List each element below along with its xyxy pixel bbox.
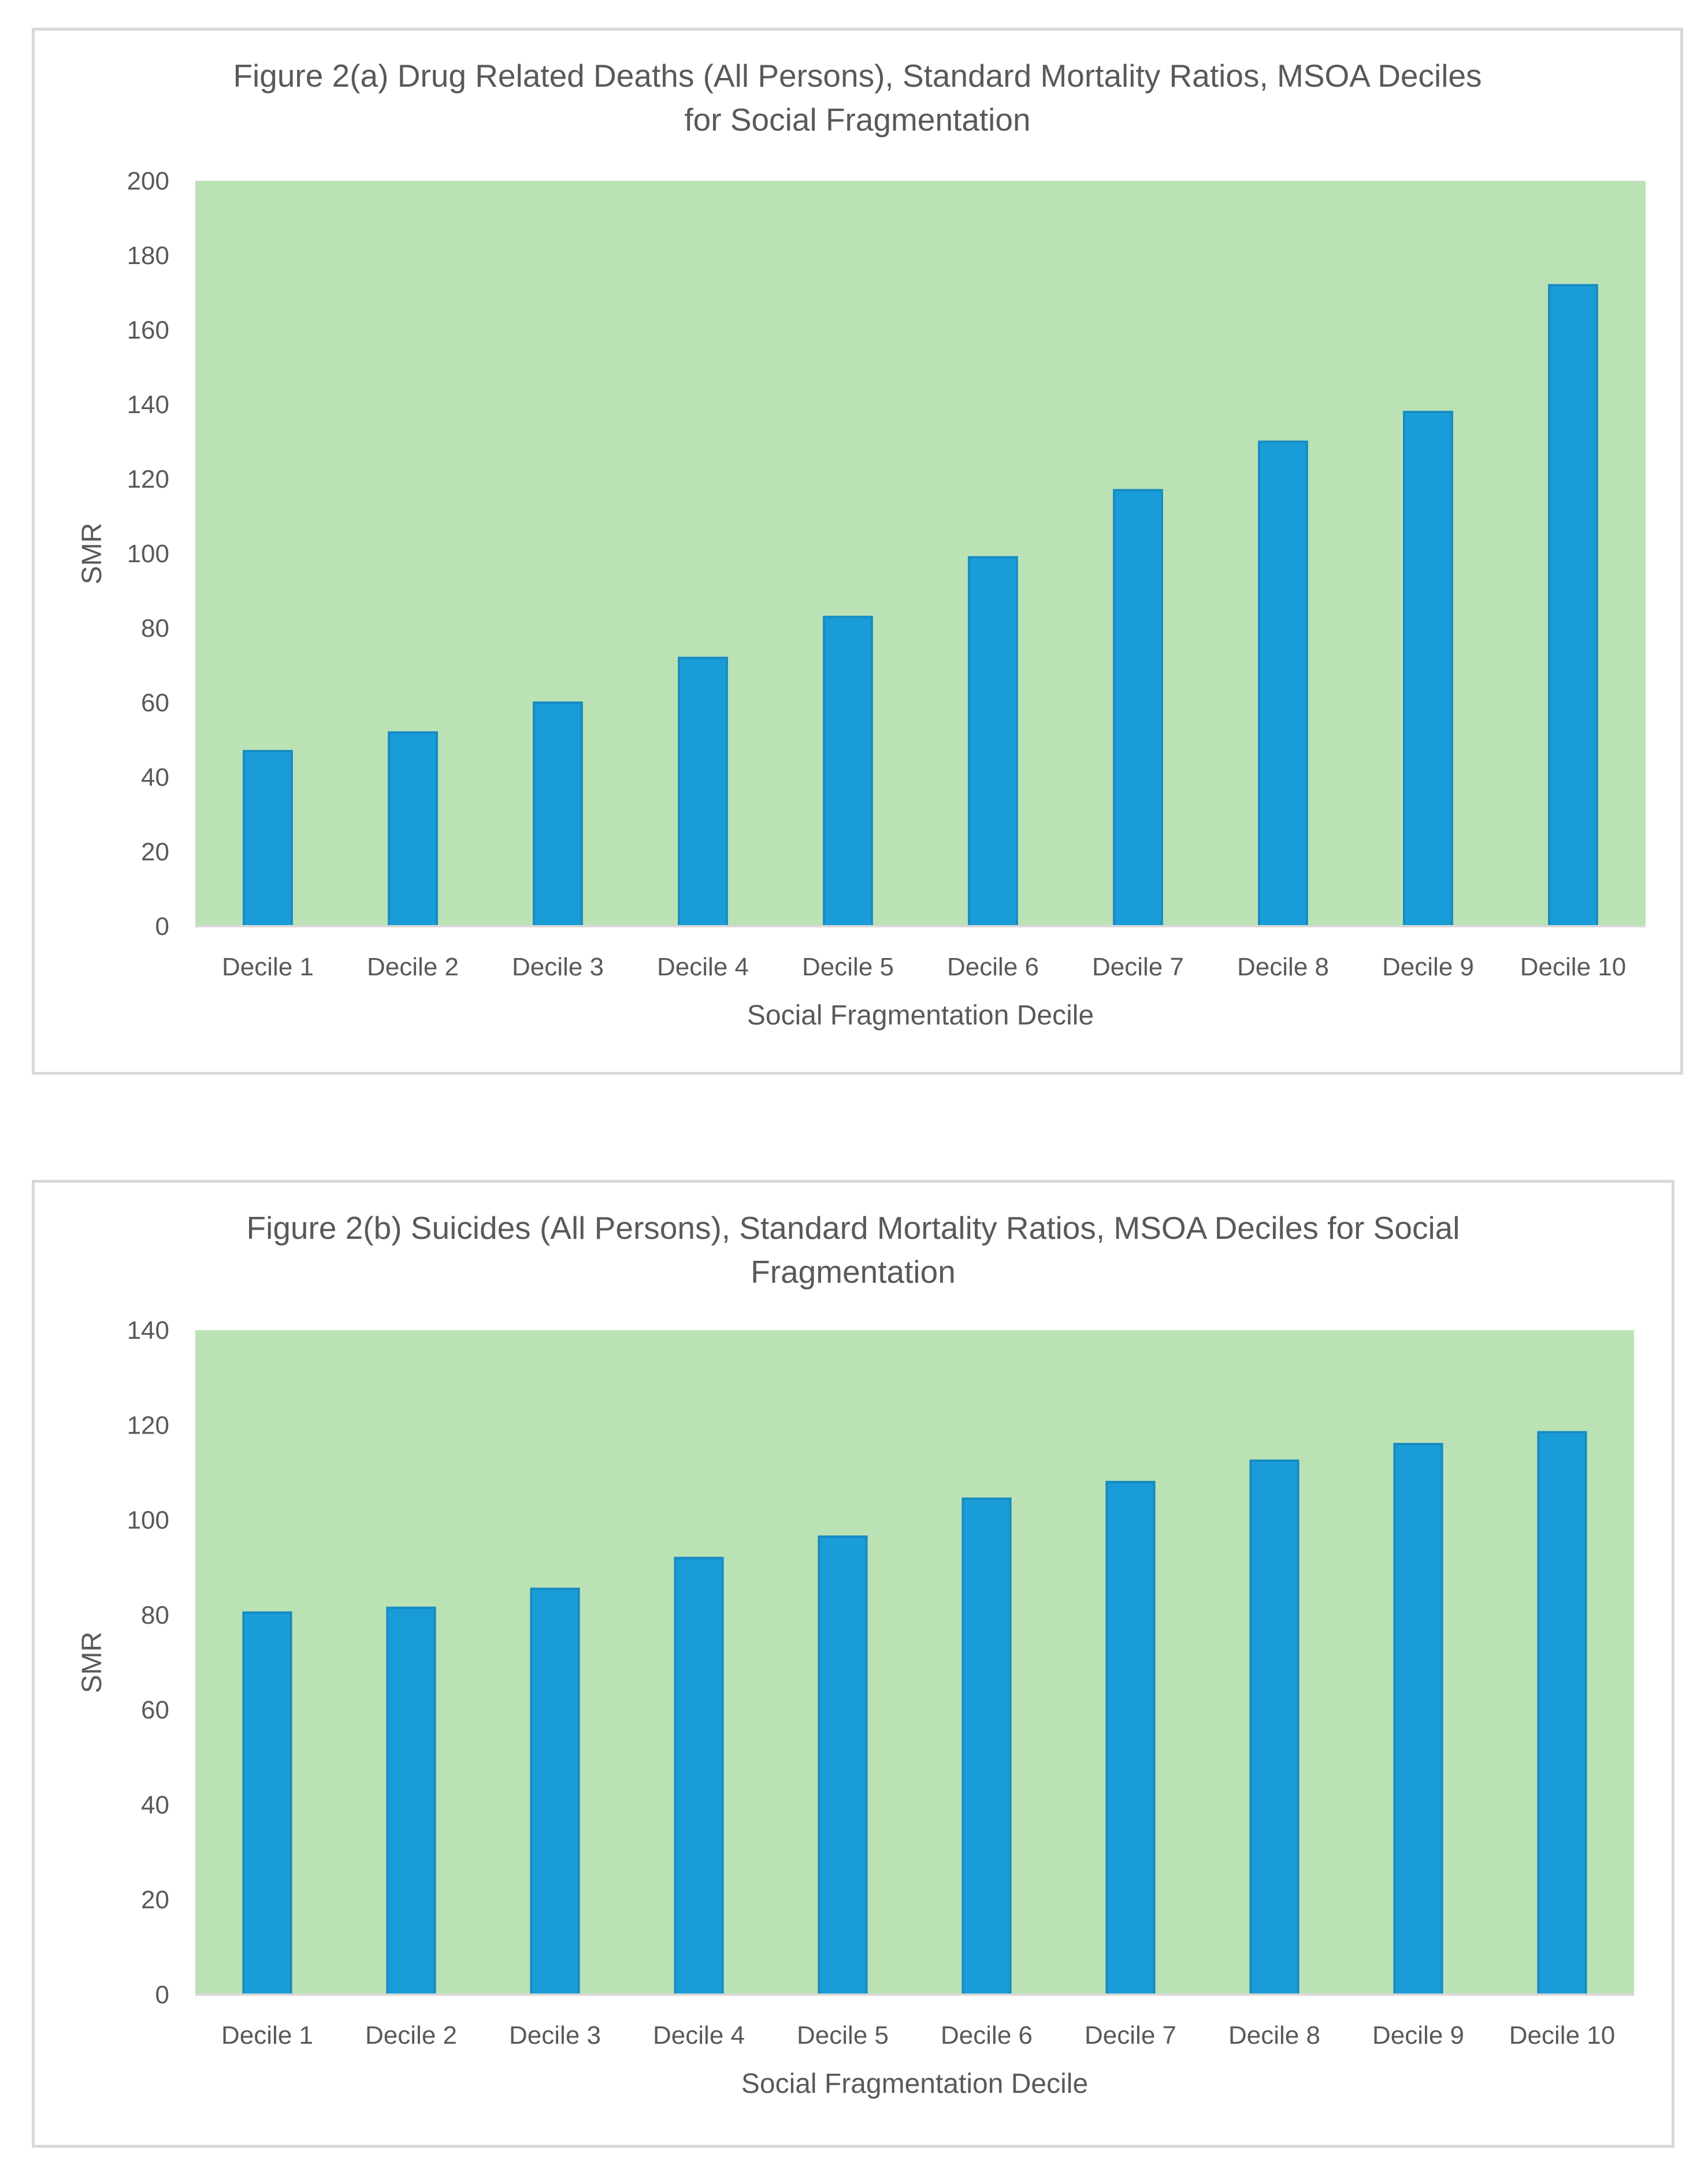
chart-b-title-line2: Fragmentation [751, 1254, 956, 1290]
chart-b-frame: Figure 2(b) Suicides (All Persons), Stan… [32, 1180, 1674, 2148]
chart-b-bar [674, 1557, 724, 1996]
chart-b-bar [1393, 1443, 1443, 1996]
chart-a-y-tick-label: 200 [127, 167, 169, 195]
chart-a-x-tick-label: Decile 9 [1382, 953, 1474, 981]
chart-b-bar [818, 1535, 868, 1996]
chart-b-x-tick-label: Decile 3 [509, 2021, 601, 2050]
chart-b-y-tick-label: 0 [155, 1981, 169, 2009]
chart-a-x-tick-label: Decile 7 [1092, 953, 1184, 981]
chart-b-x-tick-label: Decile 8 [1228, 2021, 1320, 2050]
chart-b-x-tick-label: Decile 7 [1085, 2021, 1176, 2050]
chart-a-y-tick-label: 40 [141, 763, 169, 792]
chart-b-y-tick-label: 140 [127, 1316, 169, 1345]
chart-b-title: Figure 2(b) Suicides (All Persons), Stan… [35, 1206, 1672, 1294]
chart-b-bar [1537, 1431, 1587, 1996]
chart-b-y-tick-label: 100 [127, 1506, 169, 1535]
chart-a-bar [533, 701, 583, 927]
chart-b-bar [1105, 1480, 1156, 1996]
chart-b-x-tick-label: Decile 1 [221, 2021, 313, 2050]
chart-b-bar [242, 1611, 292, 1996]
chart-b-x-tick-label: Decile 2 [365, 2021, 457, 2050]
chart-a-bar [1258, 440, 1308, 927]
chart-a-x-tick-label: Decile 5 [802, 953, 894, 981]
chart-b-x-tick-label: Decile 4 [653, 2021, 745, 2050]
chart-a-frame: Figure 2(a) Drug Related Deaths (All Per… [32, 28, 1683, 1075]
chart-b-x-tick-label: Decile 5 [797, 2021, 889, 2050]
chart-b-y-tick-label: 80 [141, 1601, 169, 1629]
chart-a-y-axis-title: SMR [77, 523, 107, 585]
chart-b-y-tick-label: 60 [141, 1696, 169, 1724]
chart-a-bar [1403, 410, 1453, 927]
chart-a-y-tick-label: 120 [127, 465, 169, 493]
chart-b-x-tick-label: Decile 9 [1372, 2021, 1464, 2050]
chart-a-title-line1: Figure 2(a) Drug Related Deaths (All Per… [233, 58, 1482, 94]
chart-b-bar [386, 1606, 436, 1996]
chart-b-y-tick-label: 120 [127, 1411, 169, 1439]
chart-b-x-axis-title: Social Fragmentation Decile [741, 2069, 1088, 2099]
chart-a-y-tick-label: 180 [127, 242, 169, 270]
chart-a-y-tick-label: 20 [141, 838, 169, 866]
chart-a-bar [1548, 284, 1598, 928]
chart-a-y-tick-label: 80 [141, 614, 169, 643]
chart-b-bar [530, 1587, 580, 1996]
chart-a-bar [968, 556, 1018, 927]
chart-b-x-tick-label: Decile 10 [1509, 2021, 1615, 2050]
chart-a-y-tick-label: 0 [155, 912, 169, 941]
chart-a-x-tick-label: Decile 2 [367, 953, 459, 981]
chart-a-plot: 0 20 40 60 80 100 120 140 160 180 200 Decile 1 Decil… [77, 167, 1646, 1031]
chart-a-title: Figure 2(a) Drug Related Deaths (All Per… [35, 54, 1680, 142]
chart-a-x-tick-label: Decile 4 [657, 953, 749, 981]
chart-a-bar [243, 749, 293, 927]
chart-a-bar [1113, 489, 1163, 927]
chart-b-plot: 0 20 40 60 80 100 120 140 Decile 1 Decile 2 Decile… [77, 1316, 1634, 2099]
chart-b-y-axis-title: SMR [77, 1632, 107, 1694]
chart-a-title-line2: for Social Fragmentation [684, 102, 1031, 138]
chart-a-y-tick-label: 140 [127, 391, 169, 419]
chart-a-y-tick-label: 100 [127, 540, 169, 568]
chart-b-y-tick-label: 20 [141, 1886, 169, 1914]
chart-a-x-axis-title: Social Fragmentation Decile [747, 1000, 1094, 1031]
chart-a-x-tick-label: Decile 10 [1520, 953, 1626, 981]
chart-a-x-tick-label: Decile 8 [1237, 953, 1329, 981]
chart-b-bar [1249, 1459, 1299, 1996]
chart-a-x-tick-label: Decile 3 [512, 953, 604, 981]
chart-a-bar [823, 615, 873, 927]
chart-a-x-tick-label: Decile 1 [222, 953, 314, 981]
chart-b-x-tick-label: Decile 6 [941, 2021, 1033, 2050]
chart-b-bar [961, 1497, 1012, 1996]
chart-a-bar [678, 656, 728, 927]
chart-a-x-tick-label: Decile 6 [947, 953, 1039, 981]
chart-b-y-tick-label: 40 [141, 1791, 169, 1819]
chart-a-y-tick-label: 60 [141, 689, 169, 717]
chart-a-bar [388, 731, 438, 927]
chart-a-y-tick-label: 160 [127, 316, 169, 344]
chart-b-title-line1: Figure 2(b) Suicides (All Persons), Stan… [246, 1210, 1460, 1246]
